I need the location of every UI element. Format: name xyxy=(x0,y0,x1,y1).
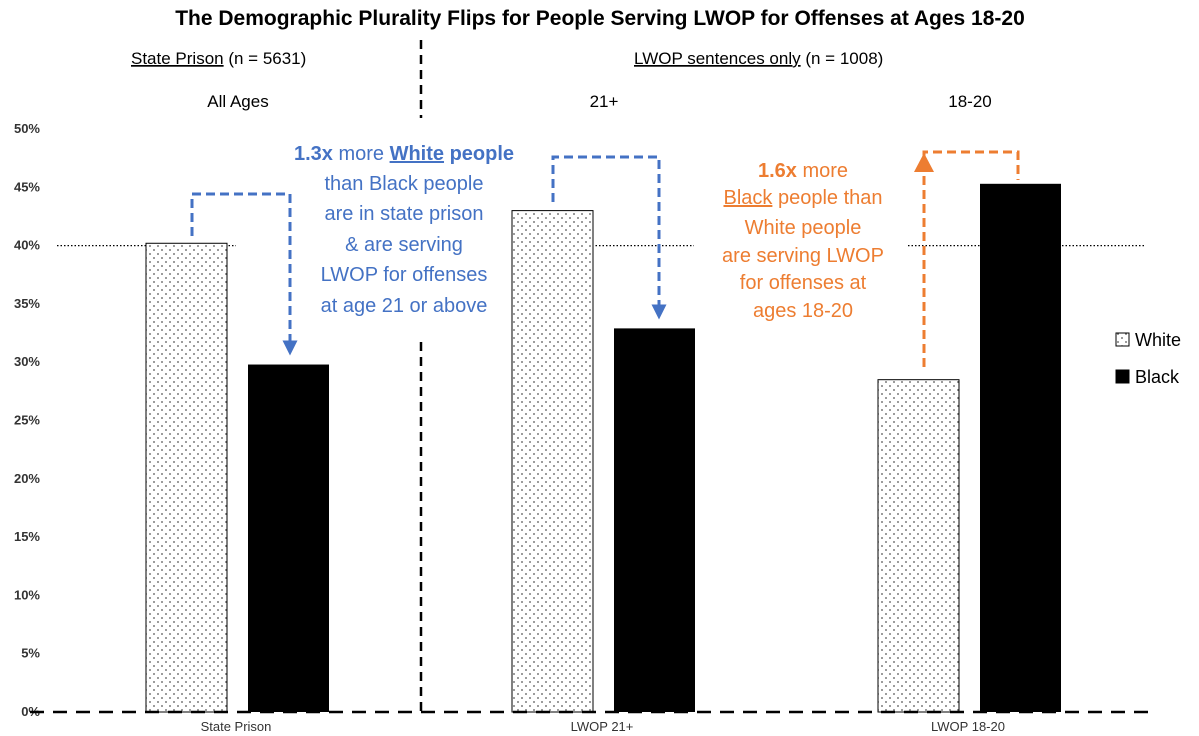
category-label-lwop-18-20: LWOP 18-20 xyxy=(931,719,1005,734)
section-state-prison-rest: (n = 5631) xyxy=(224,49,307,68)
orange-comparison-arrow xyxy=(914,150,1020,367)
section-label-lwop: LWOP sentences only (n = 1008) xyxy=(634,49,883,68)
orange-annotation-more: more xyxy=(797,160,848,182)
orange-annotation-line: White people xyxy=(745,217,862,239)
bar-white-state-prison xyxy=(145,242,228,713)
blue-annotation-line: at age 21 or above xyxy=(321,295,488,317)
blue-comparison-arrows xyxy=(190,155,667,356)
y-tick-label: 30% xyxy=(14,354,40,369)
bar-white-lwop-21 xyxy=(511,210,594,713)
group-label-21-plus: 21+ xyxy=(590,92,619,111)
section-lwop-underlined: LWOP sentences only xyxy=(634,49,801,68)
section-state-prison-underlined: State Prison xyxy=(131,49,224,68)
category-label-state-prison: State Prison xyxy=(201,719,272,734)
orange-annotation-line: are serving LWOP xyxy=(722,245,884,267)
y-tick-label: 20% xyxy=(14,471,40,486)
orange-annotation-ratio: 1.6x xyxy=(758,160,797,182)
orange-annotation-black: Black xyxy=(723,187,773,209)
blue-annotation-line: are in state prison xyxy=(325,203,484,225)
bar-black-lwop-18-20 xyxy=(980,183,1061,712)
section-label-state-prison: State Prison (n = 5631) xyxy=(131,49,306,68)
orange-annotation-line: ages 18-20 xyxy=(753,300,853,322)
orange-arrow-line xyxy=(922,150,1020,367)
legend-label-black: Black xyxy=(1135,367,1180,387)
blue-arrow-lwop-21 xyxy=(551,155,667,320)
legend-swatch-black xyxy=(1115,369,1130,384)
orange-annotation-than: than xyxy=(838,187,882,209)
y-tick-label: 10% xyxy=(14,587,40,602)
y-tick-label: 40% xyxy=(14,238,40,253)
y-tick-label: 25% xyxy=(14,413,40,428)
legend: White Black xyxy=(1115,330,1181,387)
blue-annotation-line-1: 1.3x more White people xyxy=(294,143,514,165)
y-axis-ticks: 0% 5% 10% 15% 20% 25% 30% 35% 40% 45% 50… xyxy=(14,121,40,719)
bar-white-lwop-18-20 xyxy=(877,379,960,713)
blue-annotation-ratio: 1.3x xyxy=(294,143,333,165)
orange-annotation-line: for offenses at xyxy=(740,272,867,294)
orange-annotation-people: people xyxy=(772,187,838,209)
blue-annotation-more: more xyxy=(333,143,390,165)
chart-title: The Demographic Plurality Flips for Peop… xyxy=(175,7,1025,30)
y-tick-label: 50% xyxy=(14,121,40,136)
y-tick-label: 5% xyxy=(21,646,40,661)
orange-annotation-line-2: Black people than xyxy=(723,187,882,209)
blue-annotation-line: LWOP for offenses xyxy=(321,264,488,286)
bar-black-lwop-21 xyxy=(614,328,695,712)
section-lwop-rest: (n = 1008) xyxy=(801,49,884,68)
group-label-18-20: 18-20 xyxy=(948,92,991,111)
blue-arrow-state-prison xyxy=(190,192,298,356)
y-tick-label: 35% xyxy=(14,296,40,311)
legend-swatch-white xyxy=(1115,332,1130,347)
y-tick-label: 15% xyxy=(14,529,40,544)
legend-label-white: White xyxy=(1135,330,1181,350)
y-tick-label: 45% xyxy=(14,179,40,194)
bar-black-state-prison xyxy=(248,364,329,712)
blue-annotation-people: people xyxy=(444,143,514,165)
orange-arrowhead xyxy=(914,153,934,172)
blue-annotation-line: than Black people xyxy=(324,173,483,195)
category-label-lwop-21: LWOP 21+ xyxy=(571,719,634,734)
blue-annotation-line: & are serving xyxy=(345,234,463,256)
group-label-all-ages: All Ages xyxy=(207,92,268,111)
blue-annotation-white: White xyxy=(390,143,444,165)
orange-annotation-line-1: 1.6x more xyxy=(758,160,848,182)
bars xyxy=(145,183,1061,713)
